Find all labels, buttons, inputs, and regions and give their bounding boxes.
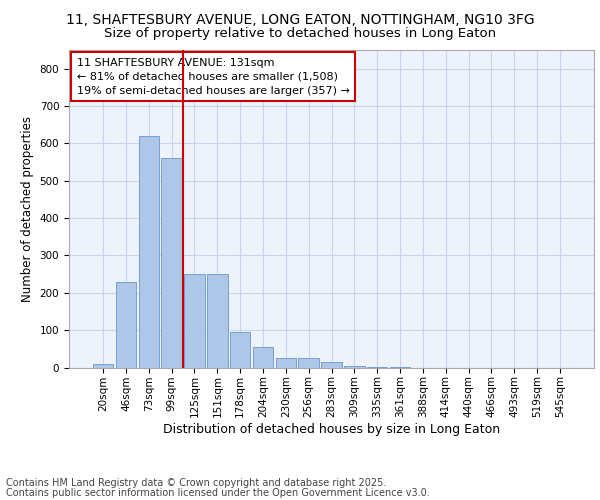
Y-axis label: Number of detached properties: Number of detached properties [21,116,34,302]
Bar [161,158,182,368]
Bar [275,358,296,368]
Bar [298,358,319,368]
Bar [230,332,250,368]
Text: Size of property relative to detached houses in Long Eaton: Size of property relative to detached ho… [104,28,496,40]
Bar [344,366,365,368]
Bar [93,364,113,368]
X-axis label: Distribution of detached houses by size in Long Eaton: Distribution of detached houses by size … [163,423,500,436]
Bar [184,274,205,368]
Text: 11, SHAFTESBURY AVENUE, LONG EATON, NOTTINGHAM, NG10 3FG: 11, SHAFTESBURY AVENUE, LONG EATON, NOTT… [65,12,535,26]
Bar [367,367,388,368]
Text: 11 SHAFTESBURY AVENUE: 131sqm
← 81% of detached houses are smaller (1,508)
19% o: 11 SHAFTESBURY AVENUE: 131sqm ← 81% of d… [77,58,350,96]
Text: Contains public sector information licensed under the Open Government Licence v3: Contains public sector information licen… [6,488,430,498]
Text: Contains HM Land Registry data © Crown copyright and database right 2025.: Contains HM Land Registry data © Crown c… [6,478,386,488]
Bar [321,362,342,368]
Bar [253,347,273,368]
Bar [139,136,159,368]
Bar [207,274,227,368]
Bar [116,282,136,368]
